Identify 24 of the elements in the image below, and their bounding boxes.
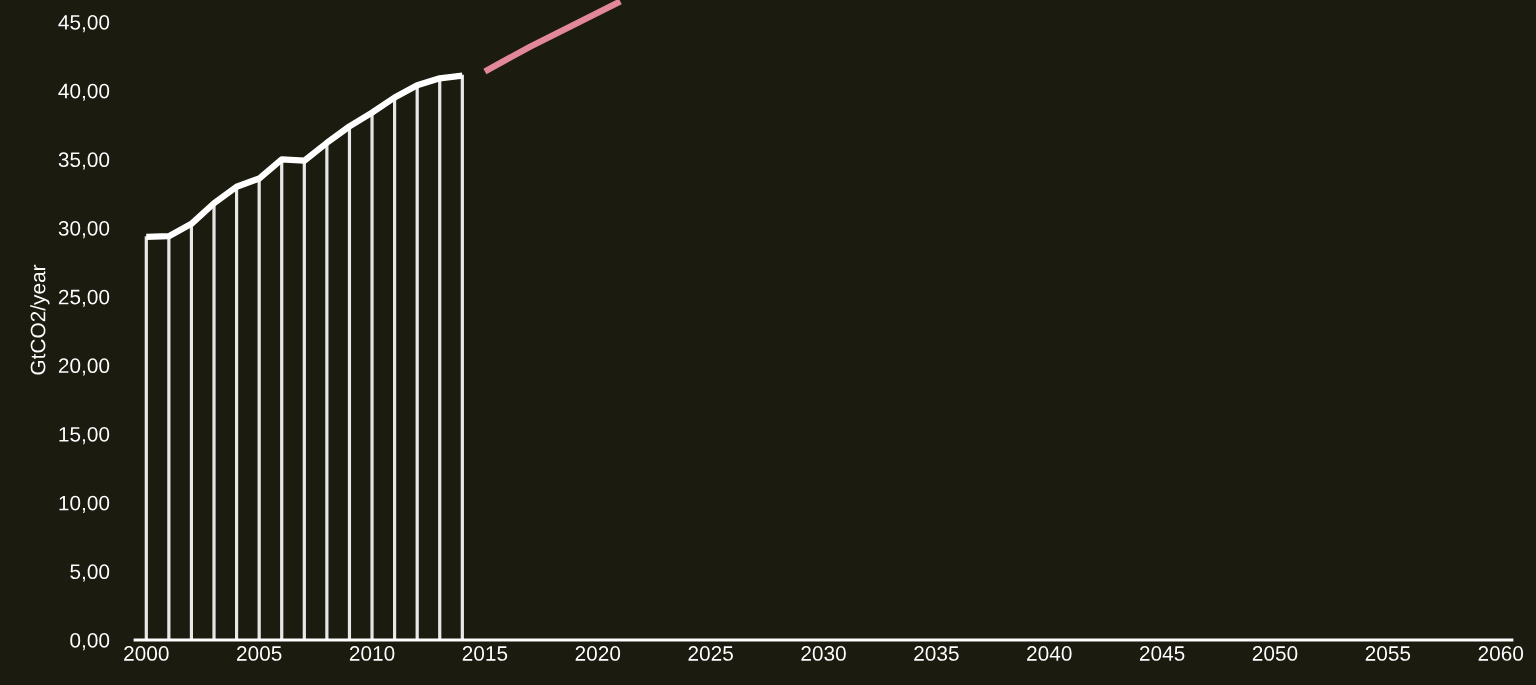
y-tick-label: 15,00	[59, 426, 110, 445]
y-tick-label: 25,00	[58, 289, 110, 307]
y-axis-title: GtCO2/year	[30, 264, 50, 375]
y-tick-label: 0,00	[70, 633, 110, 651]
x-tick-label: 2020	[575, 646, 621, 661]
x-tick-label: 2030	[801, 646, 846, 661]
y-tick-label: 35,00	[58, 152, 110, 170]
y-tick-label: 10,00	[59, 495, 110, 513]
x-tick-label: 2050	[1252, 646, 1298, 661]
y-tick-label: 45,00	[58, 14, 110, 33]
y-tick-label: 30,00	[58, 220, 110, 239]
x-tick-label: 2025	[688, 646, 733, 661]
x-tick-label: 2000	[124, 646, 169, 661]
x-tick-label: 2015	[462, 646, 508, 661]
x-tick-label: 2035	[914, 646, 959, 661]
x-tick-label: 2040	[1027, 646, 1072, 661]
y-tick-label: 20,00	[58, 358, 110, 376]
x-tick-label: 2060	[1478, 646, 1524, 661]
y-tick-label: 5,00	[70, 564, 110, 582]
x-tick-label: 2045	[1139, 646, 1185, 661]
y-tick-label: 40,00	[58, 83, 110, 101]
x-tick-label: 2010	[349, 646, 395, 661]
x-tick-label: 2055	[1365, 646, 1411, 661]
x-tick-label: 2005	[237, 646, 282, 661]
